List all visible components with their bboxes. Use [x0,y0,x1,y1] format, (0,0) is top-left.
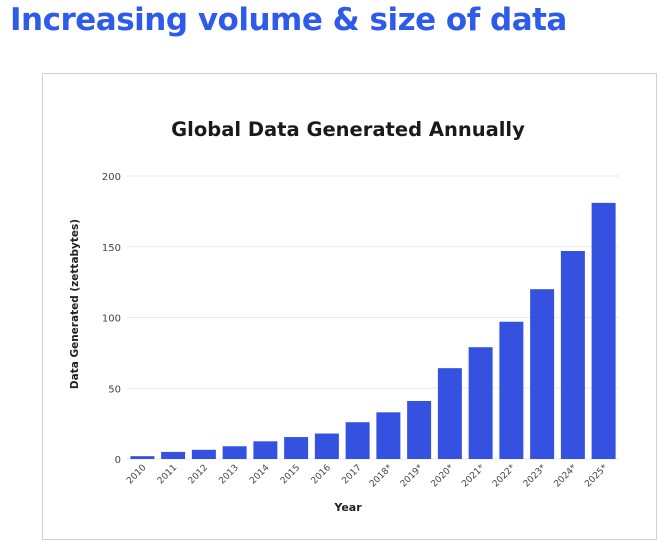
bar-2015 [284,437,309,459]
slide-title: Increasing volume & size of data [10,2,567,38]
x-tick-label: 2020* [430,463,457,490]
bar-2021-est [468,347,493,459]
bar-2014 [253,441,278,459]
x-axis-label: Year [333,501,362,514]
y-tick-label: 150 [102,243,121,254]
x-axis-ticks: 2010 2011 2012 2013 2014 2015 2016 2017 2018* 201… [125,463,610,490]
x-tick-label: 2011 [156,463,179,486]
x-tick-label: 2013 [217,463,240,486]
x-tick-label: 2010 [125,463,148,486]
x-tick-label: 2021* [460,463,487,490]
y-axis-ticks: 0 50 100 150 200 [102,172,121,466]
bar-2020-est [437,368,462,459]
y-tick-label: 0 [115,455,121,466]
x-tick-label: 2015 [279,463,302,486]
bar-2012 [191,449,216,459]
bar-2017 [345,422,370,459]
bar-2025-est [591,202,616,459]
bar-2018-est [376,412,401,459]
x-tick-label: 2018* [368,463,395,490]
x-tick-label: 2025* [583,463,610,490]
y-tick-label: 100 [102,314,121,325]
bar-2019-est [407,400,432,459]
bars [130,202,616,459]
x-tick-label: 2016 [310,463,333,486]
y-axis-label: Data Generated (zettabytes) [69,219,81,389]
x-tick-label: 2022* [491,463,518,490]
bar-chart: Global Data Generated Annually 0 50 100 150… [69,118,619,514]
x-tick-label: 2014 [248,463,271,486]
bar-2011 [161,451,186,459]
y-tick-label: 200 [102,172,121,183]
bar-2013 [222,446,247,459]
x-tick-label: 2019* [399,463,426,490]
y-tick-label: 50 [108,384,121,395]
x-tick-label: 2024* [553,463,580,490]
chart-title: Global Data Generated Annually [171,118,525,141]
x-tick-label: 2017 [340,463,363,486]
bar-2022-est [499,321,524,459]
bar-2023-est [530,289,555,459]
x-tick-label: 2023* [522,463,549,490]
bar-2016 [314,433,339,459]
x-tick-label: 2012 [187,463,210,486]
bar-2010 [130,456,155,459]
chart-card: Global Data Generated Annually 0 50 100 150… [42,73,657,540]
bar-2024-est [560,250,585,459]
